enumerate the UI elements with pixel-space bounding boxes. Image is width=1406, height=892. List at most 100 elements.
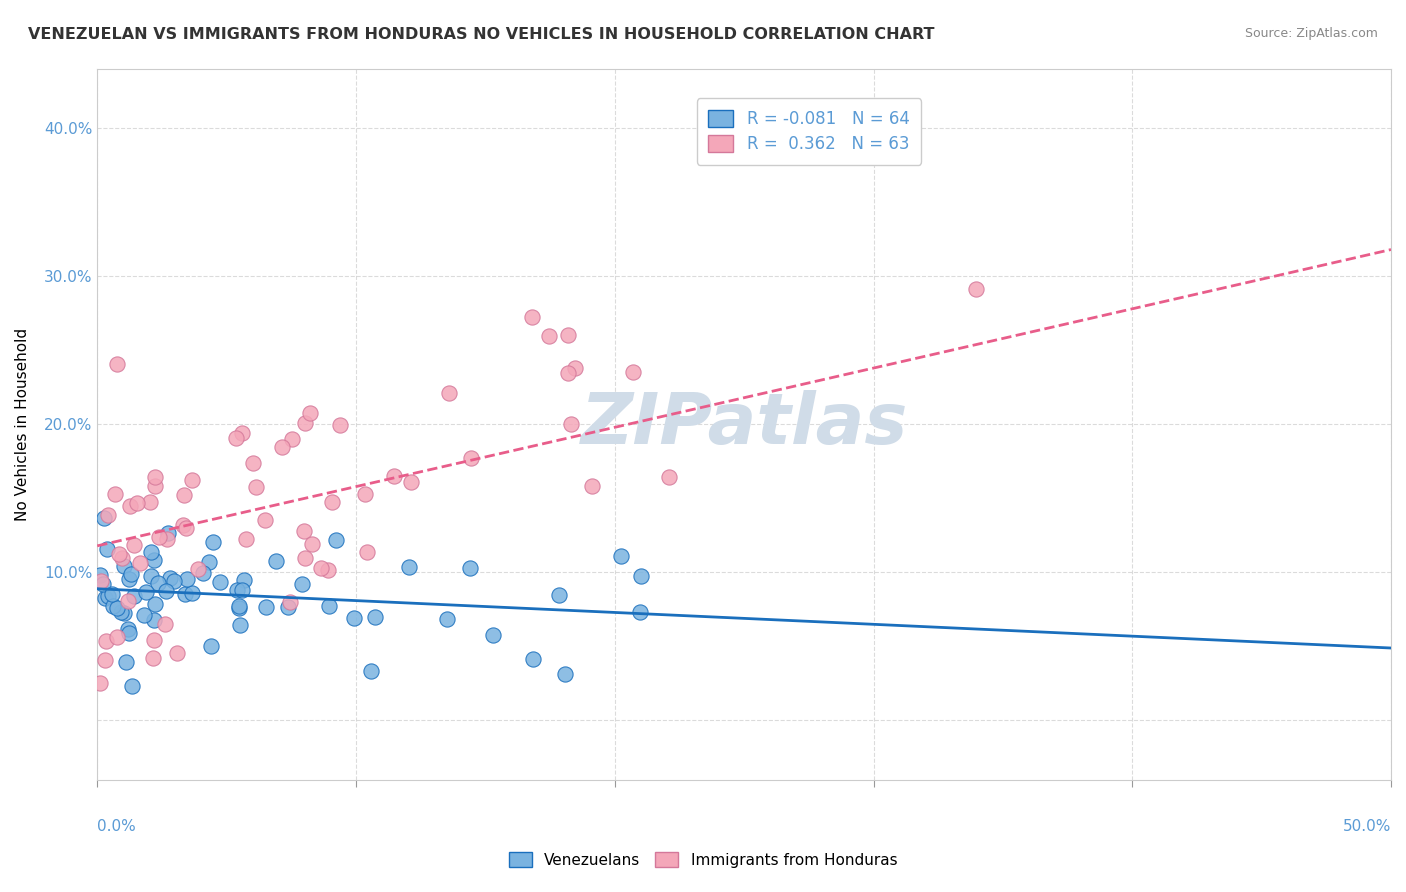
- Point: [458, 561, 481, 575]
- Text: VENEZUELAN VS IMMIGRANTS FROM HONDURAS NO VEHICLES IN HOUSEHOLD CORRELATION CHAR: VENEZUELAN VS IMMIGRANTS FROM HONDURAS N…: [28, 27, 935, 42]
- Point: [142, 613, 165, 627]
- Point: [97, 508, 120, 522]
- Point: [557, 366, 579, 380]
- Point: [225, 432, 247, 446]
- Point: [482, 628, 505, 642]
- Point: [253, 513, 276, 527]
- Point: [522, 652, 544, 666]
- Point: [198, 555, 221, 569]
- Point: [93, 591, 115, 606]
- Point: [157, 526, 180, 541]
- Point: [174, 587, 197, 601]
- Legend: Venezuelans, Immigrants from Honduras: Venezuelans, Immigrants from Honduras: [501, 844, 905, 875]
- Point: [107, 600, 129, 615]
- Point: [242, 456, 264, 470]
- Point: [159, 571, 181, 585]
- Point: [117, 594, 139, 608]
- Point: [132, 608, 155, 623]
- Point: [354, 487, 377, 501]
- Point: [245, 480, 267, 494]
- Point: [124, 589, 146, 603]
- Y-axis label: No Vehicles in Household: No Vehicles in Household: [15, 327, 30, 521]
- Text: Source: ZipAtlas.com: Source: ZipAtlas.com: [1244, 27, 1378, 40]
- Point: [143, 479, 166, 493]
- Point: [121, 679, 143, 693]
- Point: [363, 610, 385, 624]
- Point: [520, 310, 543, 325]
- Point: [105, 357, 128, 371]
- Point: [200, 640, 222, 654]
- Point: [89, 568, 111, 582]
- Point: [360, 664, 382, 678]
- Point: [148, 576, 170, 591]
- Point: [564, 361, 586, 376]
- Point: [277, 600, 299, 615]
- Point: [399, 475, 422, 489]
- Point: [174, 521, 197, 535]
- Point: [301, 537, 323, 551]
- Point: [108, 547, 131, 561]
- Point: [153, 616, 176, 631]
- Point: [437, 386, 460, 401]
- Point: [382, 469, 405, 483]
- Point: [125, 496, 148, 510]
- Point: [229, 617, 252, 632]
- Point: [630, 569, 652, 583]
- Point: [254, 599, 277, 614]
- Point: [89, 675, 111, 690]
- Point: [298, 406, 321, 420]
- Point: [209, 574, 232, 589]
- Point: [235, 532, 257, 546]
- Point: [139, 495, 162, 509]
- Point: [93, 510, 115, 524]
- Point: [94, 634, 117, 648]
- Point: [294, 550, 316, 565]
- Point: [94, 653, 117, 667]
- Point: [560, 417, 582, 431]
- Point: [231, 425, 253, 440]
- Point: [201, 535, 224, 549]
- Point: [628, 605, 651, 619]
- Point: [278, 595, 301, 609]
- Point: [325, 533, 347, 547]
- Text: ZIPatlas: ZIPatlas: [581, 390, 908, 458]
- Point: [107, 631, 129, 645]
- Point: [228, 599, 250, 614]
- Point: [309, 561, 332, 575]
- Point: [554, 666, 576, 681]
- Point: [187, 561, 209, 575]
- Point: [118, 625, 141, 640]
- Point: [139, 569, 162, 583]
- Point: [356, 545, 378, 559]
- Point: [129, 556, 152, 570]
- Point: [264, 554, 287, 568]
- Point: [228, 600, 250, 615]
- Point: [104, 487, 127, 501]
- Point: [965, 282, 987, 296]
- Point: [96, 542, 118, 557]
- Point: [118, 572, 141, 586]
- Point: [155, 584, 177, 599]
- Point: [233, 574, 256, 588]
- Point: [143, 470, 166, 484]
- Point: [548, 588, 571, 602]
- Point: [225, 583, 247, 598]
- Point: [173, 488, 195, 502]
- Point: [139, 545, 162, 559]
- Point: [115, 655, 138, 669]
- Point: [581, 479, 603, 493]
- Point: [609, 549, 631, 564]
- Point: [193, 566, 215, 580]
- Point: [460, 451, 482, 466]
- Point: [398, 559, 420, 574]
- Point: [112, 558, 135, 573]
- Point: [142, 650, 165, 665]
- Point: [163, 574, 186, 588]
- Text: 50.0%: 50.0%: [1343, 819, 1391, 834]
- Point: [143, 597, 166, 611]
- Point: [166, 647, 188, 661]
- Point: [180, 585, 202, 599]
- Point: [112, 607, 135, 621]
- Point: [142, 552, 165, 566]
- Point: [291, 577, 314, 591]
